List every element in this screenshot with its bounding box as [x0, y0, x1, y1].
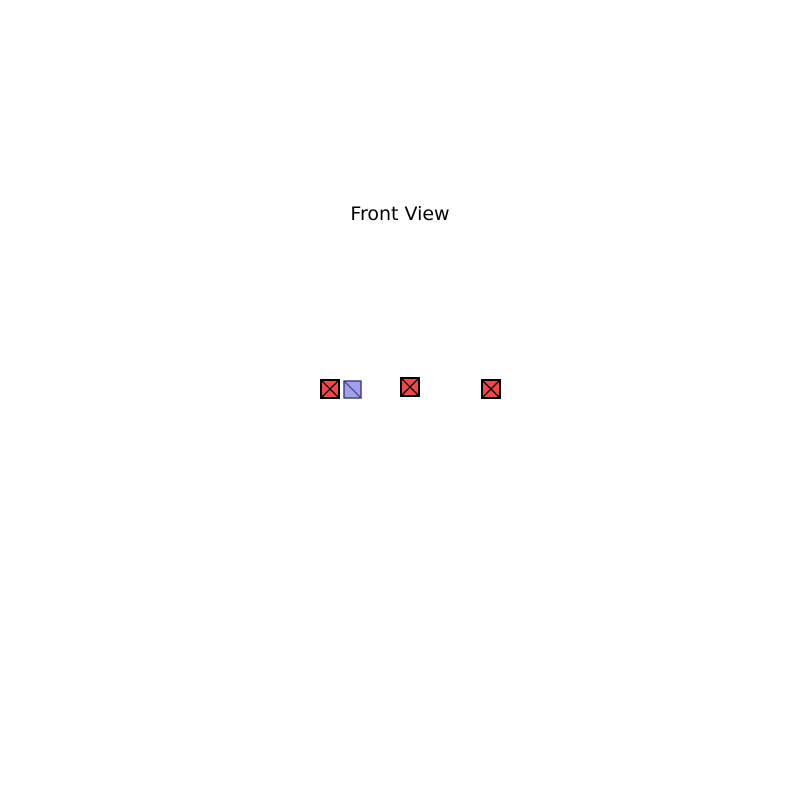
marker-3-crossed-square — [400, 377, 420, 397]
markers-group — [320, 377, 501, 399]
marker-diagonal-line — [343, 380, 362, 399]
marker-4-crossed-square — [481, 379, 501, 399]
marker-cross-line — [400, 377, 420, 397]
marker-cross-line — [320, 379, 340, 399]
marker-1-crossed-square — [320, 379, 340, 399]
marker-cross-line — [481, 379, 501, 399]
view-title: Front View — [350, 203, 449, 225]
marker-2-diagonal-square — [343, 380, 362, 399]
